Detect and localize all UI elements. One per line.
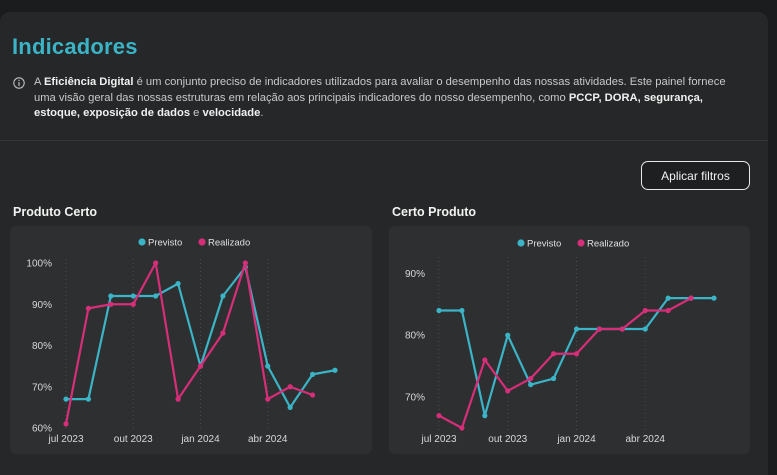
page-description: A Eficiência Digital é um conjunto preci… — [34, 75, 734, 122]
data-point-previsto[interactable] — [63, 396, 69, 402]
data-point-realizado[interactable] — [665, 307, 671, 314]
series-line-previsto — [66, 266, 336, 409]
data-point-previsto[interactable] — [482, 413, 488, 419]
description-part: é um conjunto preciso de indicadores uti… — [34, 76, 726, 104]
data-point-previsto[interactable] — [175, 281, 181, 287]
chart-title-produto-certo: Produto Certo — [13, 205, 98, 219]
data-point-realizado[interactable] — [265, 396, 271, 402]
page-title: Indicadores — [12, 34, 138, 59]
data-point-previsto[interactable] — [309, 371, 316, 377]
x-tick-label: abr 2024 — [248, 434, 288, 445]
x-tick-label: out 2023 — [114, 434, 153, 445]
info-icon — [13, 77, 25, 89]
data-point-realizado[interactable] — [175, 396, 181, 402]
y-tick-label: 90% — [405, 269, 425, 280]
description-part: velocidade — [202, 107, 261, 119]
data-point-previsto[interactable] — [153, 293, 159, 299]
series-line-realizado — [64, 261, 313, 425]
data-point-previsto[interactable] — [665, 295, 671, 301]
line-chart-certo-produto: 90% 80% 70% jul 2023 out 2023 jan 2024 abr 202… — [405, 239, 717, 445]
x-tick-label: jan 2024 — [556, 434, 596, 445]
data-point-previsto[interactable] — [332, 367, 338, 373]
x-tick-label: out 2023 — [488, 434, 527, 445]
data-point-previsto[interactable] — [550, 375, 557, 382]
line-chart-produto-certo: 100% 90% 80% 70% 60%jul 2023 out 2023 jan 2024… — [26, 238, 338, 445]
data-point-previsto[interactable] — [528, 382, 534, 388]
y-tick-label: 80% — [32, 341, 52, 352]
data-point-realizado[interactable] — [550, 351, 557, 357]
data-point-realizado[interactable] — [688, 295, 694, 301]
data-point-previsto[interactable] — [265, 363, 271, 369]
chart-box-produto-certo: 100% 90% 80% 70% 60% jul 2023 out 2023 jan 2024… — [10, 226, 372, 454]
divider — [0, 140, 768, 141]
x-tick-label: jul 2023 — [47, 434, 83, 445]
legend-label: Previsto — [148, 238, 182, 249]
data-point-realizado[interactable] — [242, 260, 248, 266]
data-point-realizado[interactable] — [459, 425, 465, 431]
data-point-realizado[interactable] — [108, 301, 114, 307]
x-tick-label: abr 2024 — [626, 434, 666, 445]
data-point-realizado[interactable] — [130, 301, 136, 307]
legend-label: Previsto — [527, 239, 561, 250]
description-part: . — [260, 107, 264, 119]
legend-label: Realizado — [208, 238, 250, 249]
y-tick-label: 70% — [32, 382, 52, 393]
legend-marker — [577, 239, 585, 247]
data-point-previsto[interactable] — [459, 307, 465, 314]
data-point-previsto[interactable] — [220, 293, 226, 299]
series-line-previsto — [439, 297, 714, 417]
data-point-previsto[interactable] — [505, 332, 511, 338]
data-point-realizado[interactable] — [85, 305, 92, 311]
data-point-realizado[interactable] — [505, 388, 511, 394]
data-point-realizado[interactable] — [436, 413, 442, 419]
description-part: e — [190, 107, 203, 119]
data-point-realizado[interactable] — [619, 326, 625, 332]
data-point-previsto[interactable] — [573, 326, 580, 332]
legend-marker — [517, 239, 525, 247]
legend-label: Realizado — [587, 239, 629, 250]
data-point-realizado[interactable] — [482, 357, 488, 363]
data-point-previsto[interactable] — [642, 326, 648, 332]
data-point-previsto[interactable] — [436, 307, 442, 314]
apply-filters-button[interactable]: Aplicar filtros — [641, 161, 750, 190]
description-part: PCCP, DORA, segurança, estoque, exposiçã… — [34, 91, 703, 120]
data-point-realizado[interactable] — [220, 330, 226, 336]
data-point-realizado[interactable] — [596, 326, 603, 332]
y-tick-label: 100% — [26, 259, 52, 270]
data-point-realizado[interactable] — [573, 351, 580, 357]
data-point-realizado[interactable] — [309, 392, 316, 398]
description-part: A — [34, 76, 44, 88]
data-point-previsto[interactable] — [130, 293, 136, 299]
x-tick-label: jan 2024 — [180, 434, 220, 445]
y-tick-label: 70% — [405, 393, 425, 404]
data-point-previsto[interactable] — [287, 404, 293, 410]
legend-marker — [198, 238, 206, 246]
data-point-realizado[interactable] — [642, 307, 648, 314]
series-line-realizado — [438, 297, 692, 430]
data-point-realizado[interactable] — [63, 421, 69, 427]
legend-marker — [138, 238, 146, 246]
data-point-previsto[interactable] — [108, 293, 114, 299]
data-point-previsto[interactable] — [85, 396, 92, 402]
chart-title-certo-produto: Certo Produto — [392, 205, 477, 219]
chart-box-certo-produto: 90% 80% 70% jul 2023 out 2023 jan 2024 abr 202… — [389, 226, 750, 454]
description-part: Eficiência Digital — [43, 76, 134, 88]
y-tick-label: 90% — [32, 300, 52, 311]
data-point-previsto[interactable] — [711, 295, 717, 301]
y-tick-label: 60% — [32, 424, 52, 435]
data-point-realizado[interactable] — [153, 260, 159, 266]
data-point-realizado[interactable] — [287, 384, 293, 390]
data-point-realizado[interactable] — [197, 363, 204, 369]
y-tick-label: 80% — [405, 331, 425, 342]
data-point-realizado[interactable] — [528, 375, 534, 382]
x-tick-label: jul 2023 — [420, 434, 456, 445]
